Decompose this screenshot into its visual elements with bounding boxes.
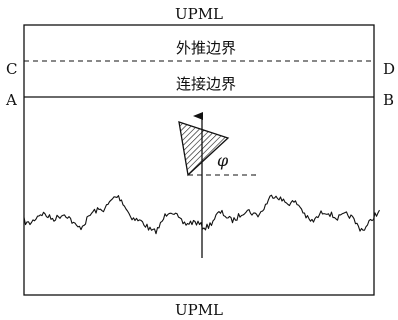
domain-box bbox=[23, 24, 375, 296]
extrapolation-boundary-label: 外推边界 bbox=[176, 39, 236, 57]
upml-bottom-label: UPML bbox=[175, 301, 223, 319]
angle-phi-label: φ bbox=[217, 151, 229, 170]
point-d-label: D bbox=[383, 60, 395, 78]
hatched-triangle-icon bbox=[178, 121, 230, 177]
point-a-label: A bbox=[5, 91, 17, 109]
point-b-label: B bbox=[383, 91, 394, 109]
connection-boundary-label: 连接边界 bbox=[176, 75, 236, 93]
point-c-label: C bbox=[6, 60, 17, 78]
upml-top-label: UPML bbox=[175, 5, 223, 23]
